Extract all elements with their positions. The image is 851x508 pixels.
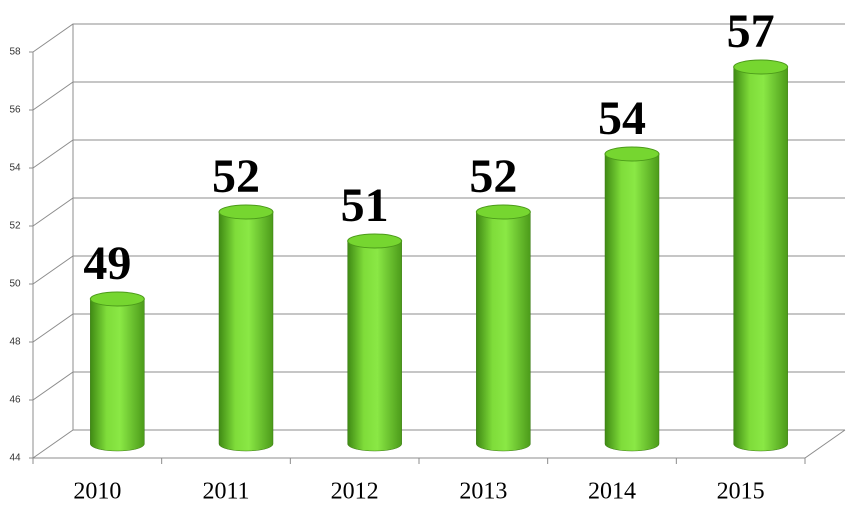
bar bbox=[218, 211, 274, 452]
x-tick-label: 2015 bbox=[717, 479, 765, 505]
x-tick-label: 2013 bbox=[459, 479, 507, 505]
grid-line bbox=[32, 313, 845, 343]
grid-line bbox=[32, 429, 845, 459]
bar bbox=[90, 298, 145, 452]
x-tick-label: 2012 bbox=[331, 479, 379, 505]
y-tick-label: 50 bbox=[9, 279, 21, 290]
value-label: 57 bbox=[727, 5, 775, 58]
bar-top bbox=[347, 233, 403, 249]
bar-top bbox=[604, 146, 660, 162]
y-tick-label: 44 bbox=[9, 453, 21, 464]
grid-line bbox=[32, 197, 845, 227]
bar-top bbox=[475, 204, 531, 220]
grid-line bbox=[32, 371, 845, 401]
x-tick-label: 2010 bbox=[73, 479, 121, 505]
bar bbox=[733, 66, 788, 452]
floor-edge bbox=[33, 429, 846, 459]
y-tick-label: 54 bbox=[9, 163, 21, 174]
value-label: 52 bbox=[212, 150, 260, 203]
grid-line bbox=[32, 255, 845, 285]
value-label: 54 bbox=[598, 92, 646, 145]
bar-top bbox=[733, 59, 789, 75]
bar bbox=[347, 240, 402, 452]
grid-line bbox=[32, 139, 845, 169]
y-tick-label: 48 bbox=[9, 337, 21, 348]
value-label: 51 bbox=[341, 179, 389, 232]
x-tick-label: 2014 bbox=[588, 479, 636, 505]
grid-line bbox=[32, 81, 845, 111]
value-label: 49 bbox=[83, 237, 131, 290]
bar bbox=[476, 211, 531, 452]
y-tick-label: 58 bbox=[9, 47, 21, 58]
bar bbox=[604, 153, 660, 452]
y-tick-label: 46 bbox=[9, 395, 21, 406]
grid-line bbox=[32, 23, 845, 53]
y-tick-label: 56 bbox=[9, 105, 21, 116]
x-tick-label: 2011 bbox=[202, 479, 249, 505]
bar-top bbox=[89, 291, 145, 307]
y-tick-label: 52 bbox=[9, 221, 21, 232]
value-label: 52 bbox=[469, 150, 517, 203]
bar-top bbox=[218, 204, 274, 220]
